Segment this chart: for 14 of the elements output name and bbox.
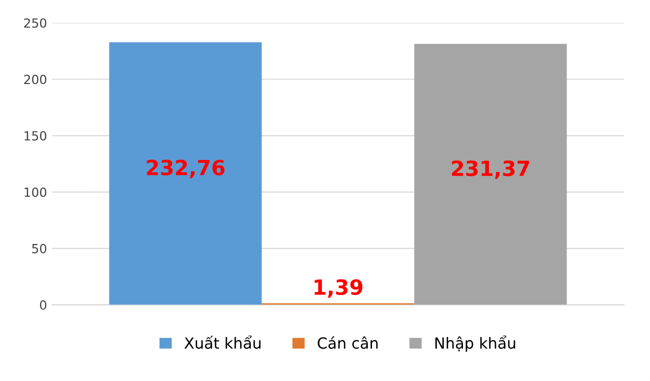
y-tick-label: 150 — [24, 131, 46, 141]
data-label: 232,76 — [146, 160, 225, 178]
y-tick-label: 50 — [32, 244, 46, 254]
legend-label: Nhập khẩu — [435, 335, 516, 352]
y-tick-label: 100 — [24, 187, 46, 197]
data-label: 231,37 — [452, 160, 530, 179]
legend-label: Cán cân — [318, 336, 378, 349]
y-tick-label: 0 — [40, 300, 46, 310]
legend-label: Xuất khẩu — [184, 335, 260, 349]
y-tick-label: 250 — [24, 18, 46, 28]
data-label: 1,39 — [314, 279, 362, 298]
bar — [109, 42, 262, 305]
bar — [414, 44, 567, 305]
y-tick-label: 200 — [24, 74, 46, 84]
